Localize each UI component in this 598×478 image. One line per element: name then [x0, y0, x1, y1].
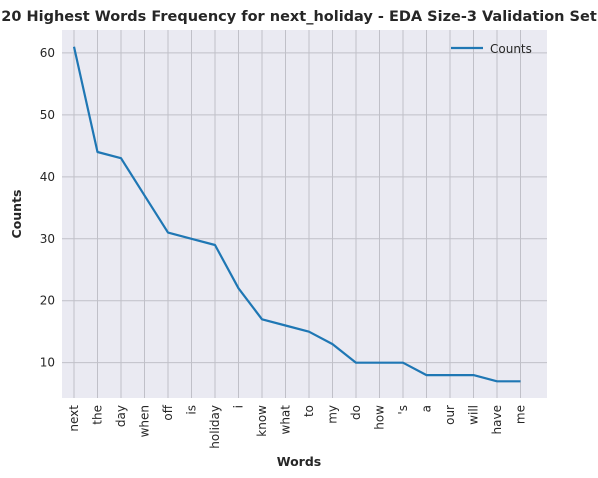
plot-area [62, 30, 547, 398]
x-tick-label: is [185, 405, 199, 415]
y-tick-label: 60 [40, 46, 55, 60]
x-tick-label: off [161, 404, 175, 420]
x-tick-label: a [420, 405, 434, 412]
x-tick-label: i [232, 405, 246, 408]
series-line-counts [72, 46, 521, 383]
y-tick-label: 50 [40, 108, 55, 122]
x-tick-label: do [349, 405, 363, 420]
x-tick-label: when [138, 405, 152, 437]
y-axis-label: Counts [9, 190, 24, 239]
x-tick-label: my [326, 405, 340, 424]
x-axis-ticks: next the day when off is holiday i know what to my d… [67, 404, 528, 448]
y-tick-label: 10 [40, 356, 55, 370]
x-tick-label: 's [396, 405, 410, 415]
y-axis-ticks: 10 20 30 40 50 60 [40, 46, 55, 370]
x-tick-label: to [302, 405, 316, 417]
x-tick-label: day [114, 405, 128, 427]
x-tick-label: have [490, 405, 504, 434]
x-tick-label: what [279, 405, 293, 435]
x-tick-label: holiday [208, 405, 222, 449]
x-tick-label: the [91, 405, 105, 425]
y-tick-label: 20 [40, 294, 55, 308]
y-tick-label: 30 [40, 232, 55, 246]
y-tick-label: 40 [40, 170, 55, 184]
grid-lines [62, 30, 547, 398]
x-tick-label: will [467, 405, 481, 425]
x-tick-label: how [373, 405, 387, 430]
x-tick-label: our [443, 405, 457, 425]
x-tick-label: next [67, 405, 81, 432]
legend-label-counts: Counts [490, 42, 532, 56]
x-axis-label: Words [277, 454, 321, 469]
legend: Counts [451, 42, 532, 56]
x-tick-label: know [255, 405, 269, 437]
chart-title: 20 Highest Words Frequency for next_holi… [1, 9, 597, 25]
x-tick-label: me [514, 405, 528, 424]
